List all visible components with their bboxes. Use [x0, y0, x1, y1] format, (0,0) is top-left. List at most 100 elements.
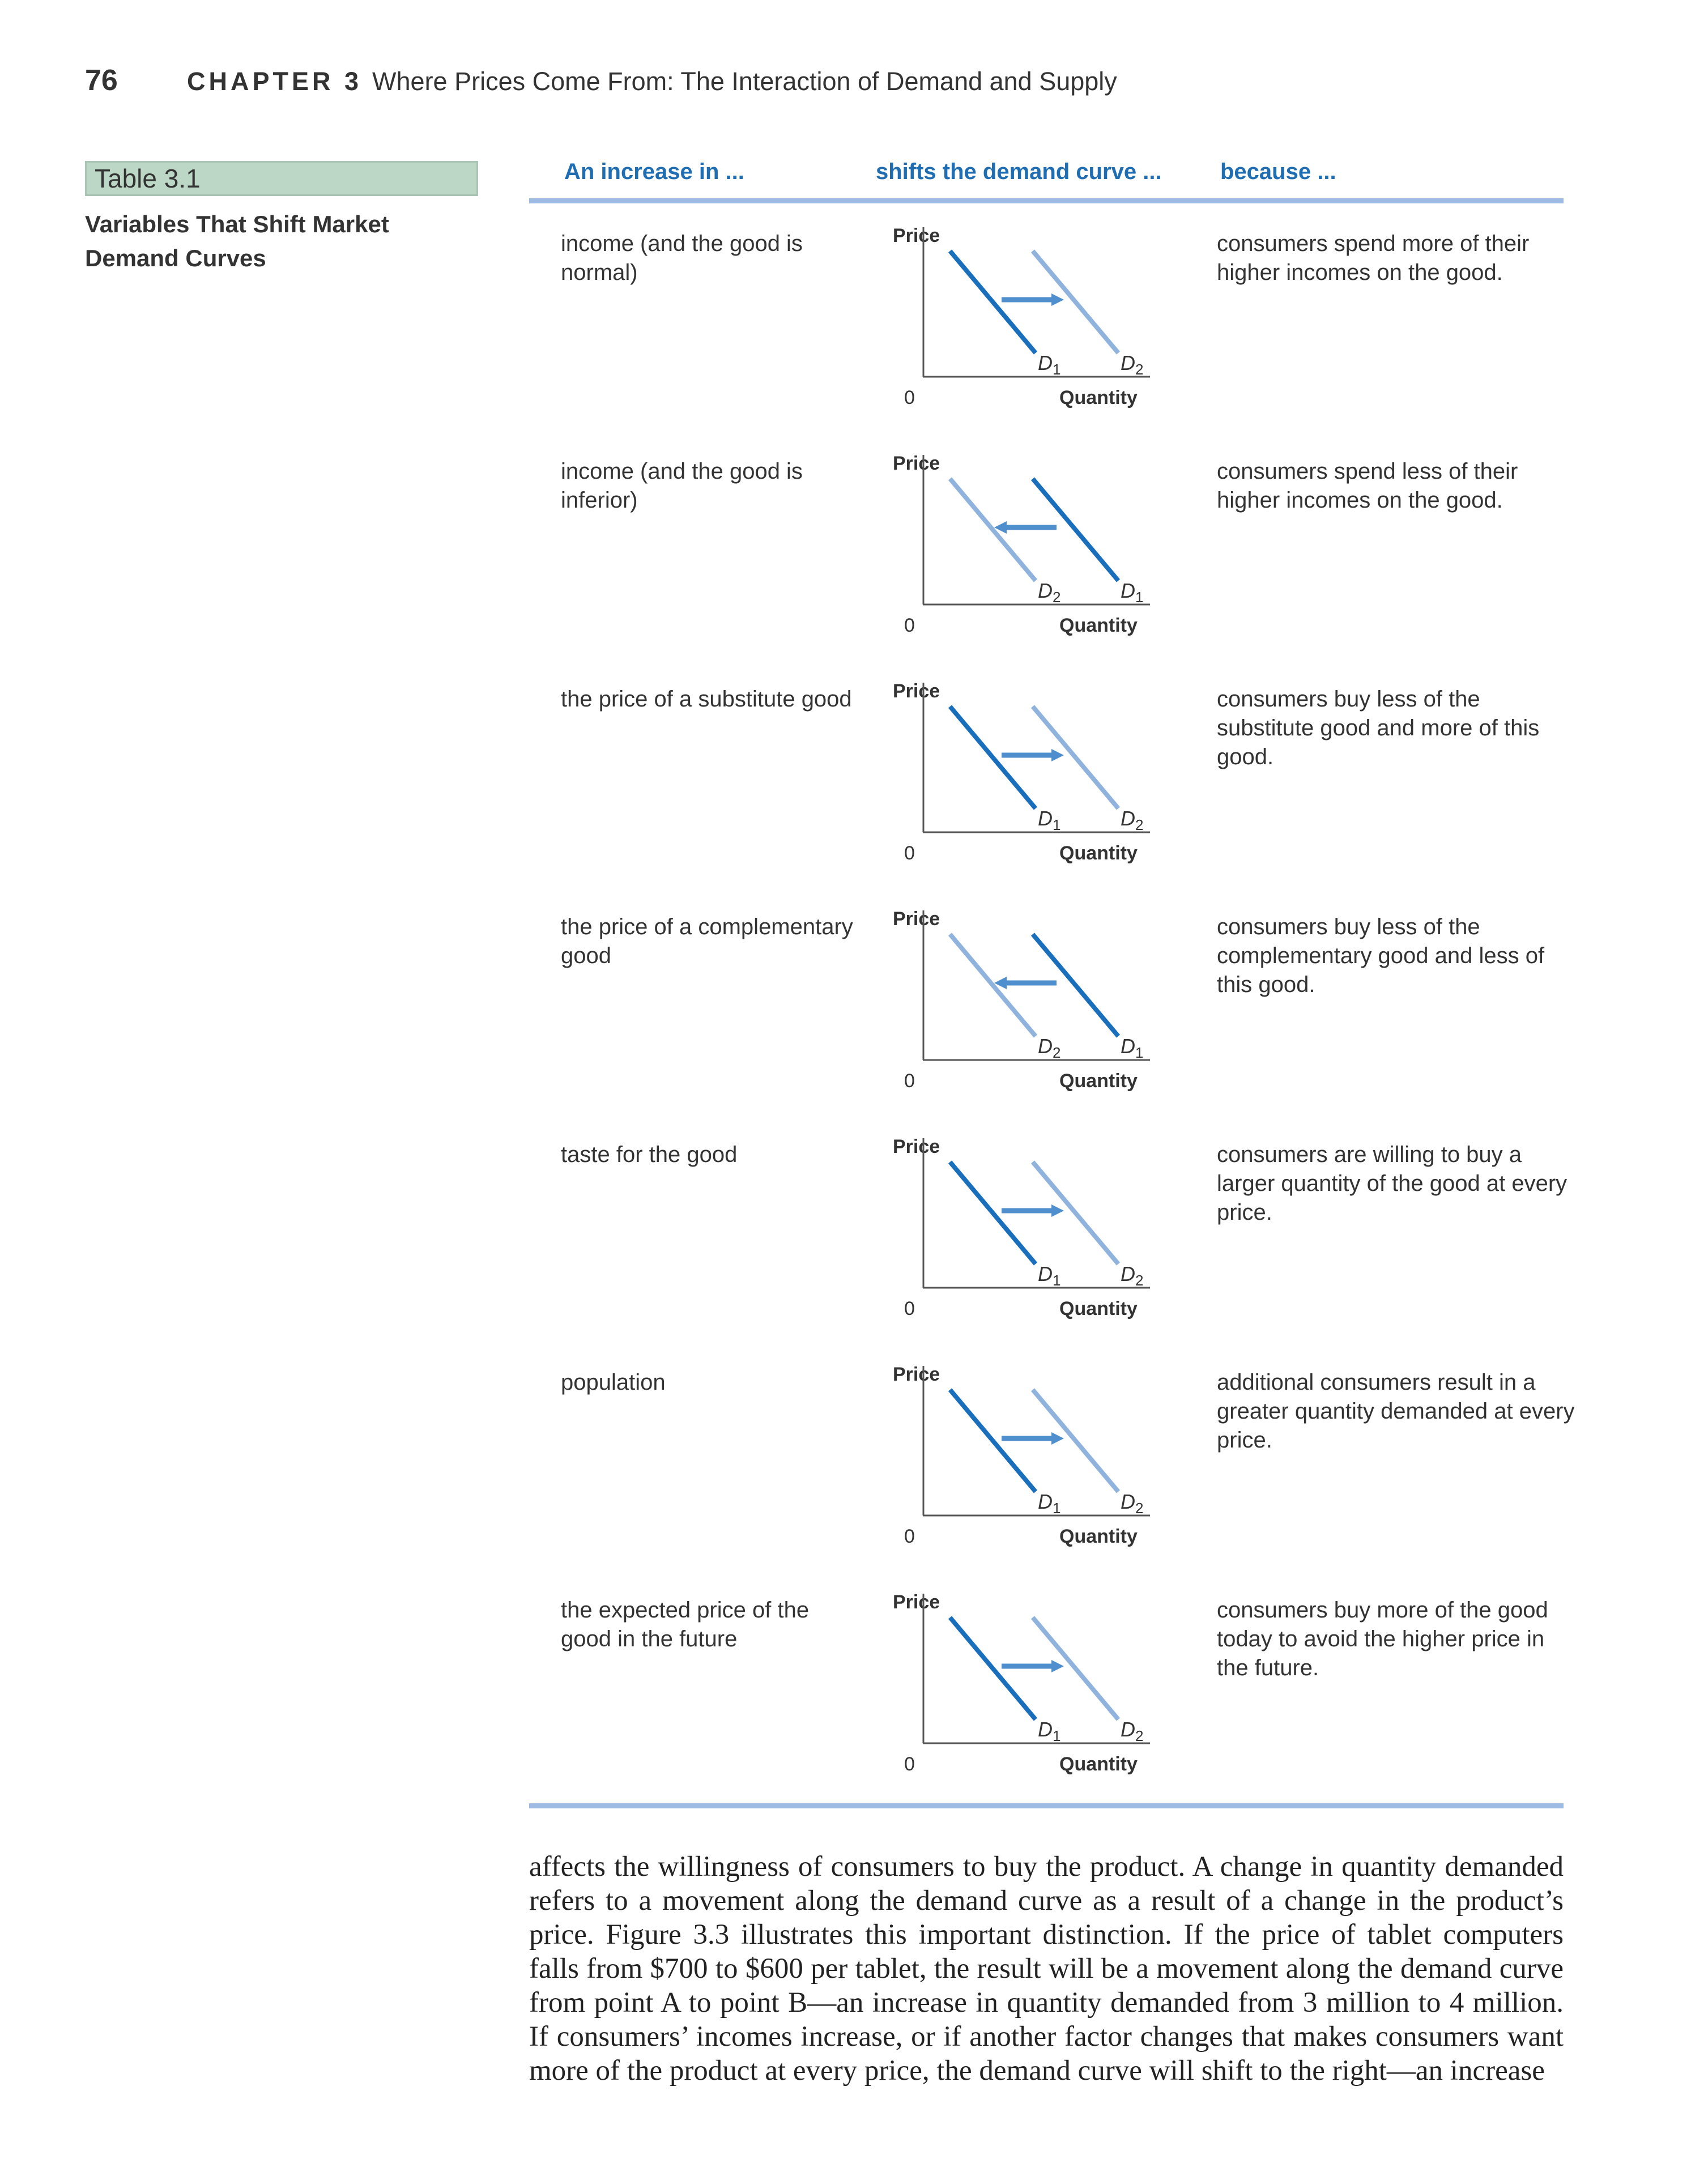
curve-subscript: 1: [1053, 816, 1060, 833]
curve-subscript: 2: [1135, 361, 1143, 378]
origin-label: 0: [904, 387, 915, 408]
curve-letter: D: [1038, 807, 1053, 830]
row-reason: additional consumers result in a greater…: [1217, 1370, 1575, 1453]
curve-letter: D: [1121, 579, 1135, 602]
curve-label-right: D2: [1121, 351, 1143, 378]
row-cause: the price of a complementary good: [561, 914, 853, 968]
demand-shift-chart: Price 0 Quantity D1 D2: [850, 677, 1167, 892]
row-cause: taste for the good: [561, 1142, 738, 1167]
curve-letter: D: [1121, 807, 1135, 830]
curve-label-left: D2: [1038, 1034, 1060, 1061]
table-bottom-rule: [529, 1803, 1564, 1808]
curve-letter: D: [1121, 1490, 1135, 1513]
curve-letter: D: [1121, 1034, 1135, 1058]
x-axis-label: Quantity: [1059, 387, 1138, 408]
origin-label: 0: [904, 615, 915, 636]
running-head: CHAPTER 3 Where Prices Come From: The Int…: [187, 67, 1117, 96]
x-axis-label: Quantity: [1059, 615, 1138, 636]
curve-label-right: D1: [1121, 579, 1143, 606]
shift-arrow-head: [1051, 749, 1064, 761]
curve-subscript: 2: [1135, 1727, 1143, 1744]
row-reason: consumers buy less of the substitute goo…: [1217, 687, 1540, 769]
table-label: Table 3.1: [85, 161, 478, 196]
column-header-cause: An increase in ...: [564, 159, 744, 184]
curve-letter: D: [1121, 1262, 1135, 1285]
row-reason: consumers buy more of the good today to …: [1217, 1598, 1548, 1680]
x-axis-label: Quantity: [1059, 1070, 1138, 1092]
curve-label-left: D1: [1038, 1718, 1060, 1744]
demand-curve-left: [948, 1160, 1038, 1266]
table-caption: Variables That Shift Market Demand Curve…: [85, 211, 389, 271]
origin-label: 0: [904, 1070, 915, 1092]
demand-curve-left: [948, 249, 1038, 355]
column-header-reason: because ...: [1220, 159, 1336, 184]
demand-curve-right: [1030, 249, 1121, 355]
row-cause: the expected price of the good in the fu…: [561, 1598, 810, 1651]
curve-letter: D: [1038, 1262, 1053, 1285]
curve-subscript: 1: [1053, 361, 1060, 378]
demand-shift-chart: Price 0 Quantity D2 D1: [850, 905, 1167, 1120]
shift-arrow-head: [994, 977, 1007, 989]
y-axis-label: Price: [893, 453, 940, 474]
curve-subscript: 2: [1135, 1500, 1143, 1517]
curve-subscript: 2: [1135, 816, 1143, 833]
row-reason: consumers spend less of their higher inc…: [1217, 459, 1518, 513]
x-axis-label: Quantity: [1059, 1753, 1138, 1775]
row-cause: the price of a substitute good: [561, 687, 852, 712]
y-axis-label: Price: [893, 1591, 940, 1613]
row-reason: consumers spend more of their higher inc…: [1217, 231, 1530, 285]
demand-curve-right: [1030, 705, 1121, 810]
y-axis-label: Price: [893, 225, 940, 246]
curve-subscript: 1: [1053, 1727, 1060, 1744]
origin-label: 0: [904, 1526, 915, 1547]
demand-curve-right: [1030, 1160, 1121, 1266]
curve-label-left: D1: [1038, 807, 1060, 833]
curve-label-right: D2: [1121, 1262, 1143, 1289]
curve-label-right: D2: [1121, 807, 1143, 833]
shift-arrow-head: [1051, 293, 1064, 306]
y-axis-label: Price: [893, 908, 940, 930]
x-axis-label: Quantity: [1059, 1526, 1138, 1547]
chapter-title: Where Prices Come From: The Interaction …: [372, 67, 1117, 96]
x-axis-label: Quantity: [1059, 1298, 1138, 1319]
demand-shift-chart: Price 0 Quantity D2 D1: [850, 449, 1167, 665]
curve-subscript: 1: [1053, 1500, 1060, 1517]
demand-shift-chart: Price 0 Quantity D1 D2: [850, 1588, 1167, 1803]
y-axis-label: Price: [893, 680, 940, 702]
curve-subscript: 2: [1053, 1044, 1060, 1061]
shift-arrow-head: [1051, 1660, 1064, 1672]
shift-arrow-head: [994, 521, 1007, 534]
demand-curve-left: [948, 933, 1038, 1038]
demand-curve-left: [948, 477, 1038, 582]
demand-shift-chart: Price 0 Quantity D1 D2: [850, 1360, 1167, 1576]
y-axis-label: Price: [893, 1364, 940, 1385]
curve-letter: D: [1038, 1034, 1053, 1058]
demand-curve-right: [1030, 1388, 1121, 1493]
row-cause: income (and the good is normal): [561, 231, 803, 285]
curve-subscript: 2: [1135, 1272, 1143, 1289]
body-paragraph: affects the willingness of consumers to …: [529, 1851, 1564, 2087]
y-axis-label: Price: [893, 1136, 940, 1157]
curve-label-right: D2: [1121, 1718, 1143, 1744]
demand-curve-left: [948, 705, 1038, 810]
demand-shift-chart: Price 0 Quantity D1 D2: [850, 222, 1167, 437]
demand-curve-right: [1030, 477, 1121, 582]
curve-letter: D: [1038, 1718, 1053, 1741]
column-header-shift: shifts the demand curve ...: [876, 159, 1162, 184]
demand-curve-right: [1030, 1616, 1121, 1721]
page-number: 76: [85, 64, 118, 97]
curve-letter: D: [1038, 1490, 1053, 1513]
curve-label-right: D2: [1121, 1490, 1143, 1517]
curve-label-left: D2: [1038, 579, 1060, 606]
origin-label: 0: [904, 1298, 915, 1319]
table-top-rule: [529, 198, 1564, 203]
curve-label-left: D1: [1038, 1262, 1060, 1289]
shift-arrow-head: [1051, 1204, 1064, 1217]
demand-shift-chart: Price 0 Quantity D1 D2: [850, 1133, 1167, 1348]
curve-subscript: 1: [1135, 1044, 1143, 1061]
demand-curve-right: [1030, 933, 1121, 1038]
row-reason: consumers are willing to buy a larger qu…: [1217, 1142, 1568, 1225]
curve-label-right: D1: [1121, 1034, 1143, 1061]
demand-curve-left: [948, 1388, 1038, 1493]
curve-label-left: D1: [1038, 351, 1060, 378]
